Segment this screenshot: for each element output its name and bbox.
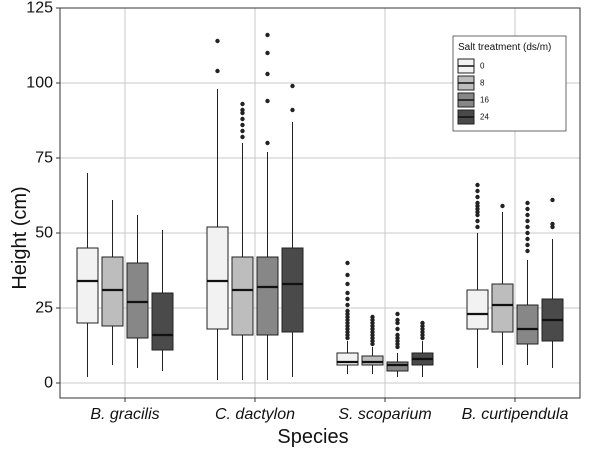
y-tick-label: 50: [35, 225, 53, 242]
x-axis: B. gracilis C. dactylon S. scoparium B. cur…: [90, 398, 568, 423]
outlier-point: [290, 83, 295, 89]
outlier-point: [265, 50, 270, 56]
outlier-point: [240, 107, 245, 113]
legend-label: 0: [480, 62, 485, 71]
x-axis-title: Species: [277, 426, 348, 448]
y-axis-title: Height (cm): [9, 186, 31, 289]
outlier-point: [475, 182, 480, 188]
boxes-layer: [76, 32, 564, 380]
outlier-point: [475, 194, 480, 200]
outlier-point: [345, 281, 350, 287]
x-tick-label: B. curtipendula: [462, 406, 569, 423]
outlier-point: [525, 248, 530, 254]
outlier-point: [215, 68, 220, 74]
y-tick-label: 75: [35, 150, 53, 167]
outlier-point: [345, 296, 350, 302]
legend: Salt treatment (ds/m) 0 8 16 24: [452, 35, 567, 132]
outlier-point: [525, 212, 530, 218]
box: [126, 262, 149, 339]
panel-border: [59, 7, 581, 399]
outlier-point: [240, 116, 245, 122]
outlier-point: [215, 38, 220, 44]
box: [256, 256, 279, 336]
outlier-point: [345, 308, 350, 314]
outlier-point: [525, 224, 530, 230]
outlier-point: [525, 236, 530, 242]
outlier-point: [550, 221, 555, 227]
outlier-point: [240, 134, 245, 140]
legend-entry: 16: [457, 92, 489, 108]
box: [76, 247, 99, 324]
outlier-point: [345, 272, 350, 278]
y-axis: 0 25 50 75 100 125: [26, 0, 60, 392]
outlier-point: [525, 200, 530, 206]
y-tick-label: 25: [35, 300, 53, 317]
series-group: [151, 83, 564, 377]
outlier-point: [395, 332, 400, 338]
legend-entry: 8: [457, 75, 485, 91]
outlier-point: [370, 314, 375, 320]
y-tick-label: 100: [26, 75, 53, 92]
box: [206, 226, 229, 330]
legend-title: Salt treatment (ds/m): [458, 42, 551, 53]
box: [336, 352, 359, 366]
outlier-point: [475, 218, 480, 224]
outlier-point: [475, 188, 480, 194]
outlier-point: [240, 101, 245, 107]
box: [281, 247, 304, 333]
box: [516, 304, 539, 345]
outlier-point: [525, 218, 530, 224]
outlier-point: [525, 242, 530, 248]
outlier-point: [345, 302, 350, 308]
outlier-point: [500, 203, 505, 209]
legend-entry: 0: [457, 58, 485, 74]
legend-label: 16: [480, 96, 489, 105]
outlier-point: [395, 311, 400, 317]
x-tick-label: C. dactylon: [215, 406, 295, 423]
y-tick-label: 125: [26, 0, 53, 17]
box: [231, 256, 254, 336]
outlier-point: [475, 200, 480, 206]
outlier-point: [395, 317, 400, 323]
legend-entry: 24: [457, 109, 489, 125]
box: [151, 292, 174, 351]
outlier-point: [525, 230, 530, 236]
outlier-point: [265, 71, 270, 77]
legend-label: 24: [480, 113, 489, 122]
box: [101, 256, 124, 327]
outlier-point: [265, 140, 270, 146]
outlier-point: [265, 98, 270, 104]
x-tick-label: S. scoparium: [338, 406, 431, 423]
box: [466, 289, 489, 330]
outlier-point: [475, 224, 480, 230]
outlier-point: [240, 128, 245, 134]
outlier-point: [345, 260, 350, 266]
legend-label: 8: [480, 79, 485, 88]
outlier-point: [550, 197, 555, 203]
box: [361, 355, 384, 366]
outlier-point: [420, 320, 425, 326]
box: [386, 361, 409, 372]
series-group: [126, 32, 539, 380]
outlier-point: [265, 32, 270, 38]
series-group: [76, 38, 489, 380]
outlier-point: [290, 107, 295, 113]
box: [491, 283, 514, 333]
outlier-point: [525, 206, 530, 212]
outlier-point: [395, 326, 400, 332]
outlier-point: [240, 122, 245, 128]
y-tick-label: 0: [44, 375, 53, 392]
outlier-point: [345, 290, 350, 296]
series-group: [101, 101, 514, 380]
x-tick-label: B. gracilis: [90, 406, 159, 423]
